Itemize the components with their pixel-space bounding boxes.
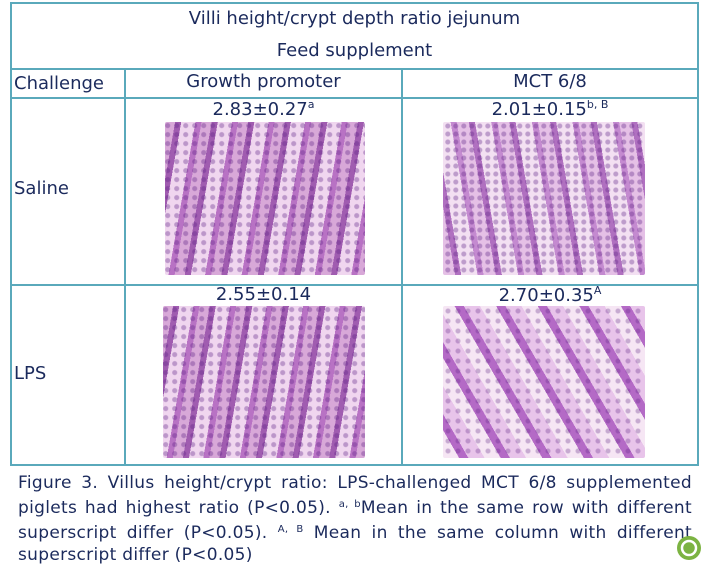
value: 2.01±0.15 bbox=[491, 99, 587, 120]
cell-value: 2.01±0.15b, B bbox=[403, 98, 697, 120]
header: MCT 6/8 bbox=[513, 71, 587, 92]
border bbox=[10, 2, 12, 466]
row-label: LPS bbox=[14, 363, 47, 384]
border bbox=[10, 284, 699, 286]
border bbox=[10, 464, 699, 466]
caption-text: Figure 3. Villus height/crypt ratio: LPS… bbox=[18, 473, 692, 518]
histology-image bbox=[165, 122, 365, 275]
histology-image bbox=[163, 306, 365, 458]
superscript: a, b bbox=[338, 499, 361, 510]
superscript: a bbox=[307, 98, 315, 111]
cell-value: 2.55±0.14 bbox=[126, 284, 401, 305]
value: 2.83±0.27 bbox=[212, 99, 308, 120]
header: Growth promoter bbox=[186, 71, 341, 92]
border bbox=[401, 68, 403, 466]
header: Challenge bbox=[14, 73, 104, 94]
row-label: Saline bbox=[14, 178, 69, 199]
logo bbox=[677, 536, 701, 560]
border bbox=[10, 2, 699, 4]
border bbox=[10, 97, 699, 99]
caption-text: Mean in the same column with different s… bbox=[18, 523, 692, 565]
superscript: A bbox=[593, 284, 602, 297]
table-subtitle: Feed supplement bbox=[276, 40, 433, 61]
value: 2.55±0.14 bbox=[215, 284, 312, 305]
superscript: b, B bbox=[586, 98, 609, 111]
cell-value: 2.83±0.27a bbox=[126, 98, 401, 120]
cell-value: 2.70±0.35A bbox=[403, 284, 697, 306]
caption-text: Mean in the same row with different supe… bbox=[18, 498, 692, 543]
value: 2.70±0.35 bbox=[498, 285, 594, 306]
histology-image bbox=[443, 306, 645, 458]
superscript: A, B bbox=[277, 524, 304, 535]
border bbox=[124, 68, 126, 466]
border bbox=[697, 2, 699, 466]
caption: Figure 3. Villus height/crypt ratio: LPS… bbox=[18, 472, 692, 566]
border bbox=[10, 68, 699, 70]
histology-image bbox=[443, 122, 645, 275]
table-title: Villi height/crypt depth ratio jejunum bbox=[188, 8, 521, 29]
